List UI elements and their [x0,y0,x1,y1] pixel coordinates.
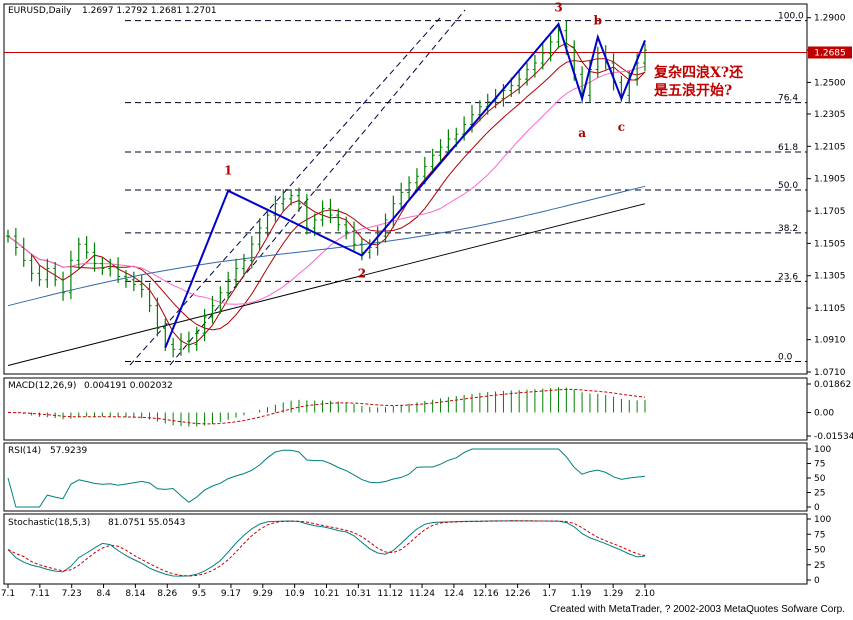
stoch-panel-frame [3,513,808,585]
price-tick-label: 1.1305 [814,272,846,282]
rsi-panel-frame [3,442,808,512]
date-tick-label: 9.5 [192,589,206,599]
stoch-label: Stochastic(18,5,3) [8,518,90,528]
macd-values: 0.004191 0.002032 [84,381,173,391]
metatrader-chart: 100.0 76.4 61.8 50.0 38.2 23.6 0.0 1 2 3 a b c 1.29… [1,1,853,599]
date-tick-label: 1.29 [603,589,623,599]
elliott-wave-layer: 1 2 3 a b c [164,1,646,349]
fib-level-label: 0.0 [778,352,793,362]
rsi-value: 57.9239 [50,446,87,456]
macd-layer: 0.01862 0.00 -0.01534 [7,380,853,442]
rsi-tick-label: 75 [814,460,825,470]
date-tick-label: 8.14 [125,589,145,599]
date-tick-label: 1.7 [542,589,556,599]
ma-fast-line [7,42,646,346]
wave-label-c: c [618,120,625,134]
moving-averages-layer [7,42,646,366]
current-price-value: 1.2685 [814,48,846,58]
price-axis: 1.29001.27001.25001.23051.21051.19051.17… [807,14,846,378]
date-axis: 7.1 7.11 7.23 8.4 8.14 8.26 9.5 9.17 9.29 10.9 10.… [1,584,655,599]
stoch-main-line [7,520,646,577]
price-tick-label: 1.1905 [814,175,846,185]
date-tick-label: 7.11 [30,589,50,599]
stochastic-layer: 100 75 50 25 0 [7,515,831,586]
wave-annotation-line2: 是五浪开始? [654,82,732,99]
wave-label-1: 1 [224,164,232,178]
date-tick-label: 10.21 [314,589,340,599]
price-tick-label: 1.2900 [814,14,846,24]
date-tick-label: 12.16 [473,589,499,599]
main-panel-frame [3,3,808,375]
current-price-badge [808,46,852,59]
date-tick-label: 1.19 [571,589,591,599]
channel-line-upper [129,17,441,366]
price-tick-label: 1.0910 [814,336,846,346]
date-tick-label: 7.1 [1,589,15,599]
date-tick-label: 12.4 [444,589,464,599]
wave-label-b: b [594,14,602,28]
macd-label: MACD(12,26,9) [8,381,76,391]
date-tick-label: 10.31 [345,589,371,599]
rsi-layer: 100 75 50 25 0 [7,445,831,513]
date-tick-label: 7.23 [62,589,82,599]
channel-line-lower [169,9,466,366]
date-tick-label: 2.10 [635,589,655,599]
rsi-label: RSI(14) [8,446,41,456]
price-tick-label: 1.0710 [814,368,846,378]
macd-tick-label: 0.00 [814,409,834,419]
price-tick-label: 1.1705 [814,207,846,217]
stoch-signal-line [7,520,646,577]
date-tick-label: 8.26 [157,589,177,599]
footer-credit: Created with MetaTrader, ? 2002-2003 Met… [549,604,845,615]
price-tick-label: 1.2305 [814,110,846,120]
elliott-wave-path [164,22,646,349]
macd-panel-frame [3,377,808,441]
stoch-values: 81.0751 55.0543 [108,518,185,528]
fib-level-label: 100.0 [778,12,804,22]
rsi-line [7,448,646,508]
wave-label-a: a [578,126,586,140]
stoch-tick-label: 50 [814,546,826,556]
price-tick-label: 1.2500 [814,78,846,88]
date-tick-label: 9.17 [221,589,241,599]
stoch-tick-label: 0 [814,576,820,586]
date-tick-label: 12.26 [505,589,531,599]
fib-level-label: 76.4 [778,94,798,104]
fib-level-label: 61.8 [778,143,798,153]
ma-black-line [7,203,646,366]
fib-level-label: 38.2 [778,224,798,234]
fib-level-label: 23.6 [778,272,798,282]
footer: Created with MetaTrader, ? 2002-2003 Met… [0,600,853,620]
date-tick-label: 9.29 [253,589,273,599]
macd-tick-label: 0.01862 [814,380,851,390]
wave-label-2: 2 [358,267,366,281]
ohlc-header: 1.2697 1.2792 1.2681 1.2701 [82,6,217,16]
price-tick-label: 1.1105 [814,304,846,314]
ma-blue-line [7,185,646,307]
price-tick-label: 1.1505 [814,239,846,249]
rsi-tick-label: 25 [814,489,825,499]
wave-label-3: 3 [554,1,562,15]
fibonacci-layer: 100.0 76.4 61.8 50.0 38.2 23.6 0.0 [4,9,807,366]
macd-tick-label: -0.01534 [814,432,853,442]
rsi-tick-label: 100 [814,445,831,455]
date-tick-label: 11.12 [377,589,403,599]
stoch-tick-label: 75 [814,530,825,540]
date-tick-label: 10.9 [285,589,305,599]
date-tick-label: 8.4 [96,589,111,599]
wave-annotation-line1: 复杂四浪X?还 [653,64,744,81]
price-tick-label: 1.2105 [814,142,846,152]
macd-signal-line [7,388,646,425]
symbol-header: EURUSD,Daily [8,6,72,16]
stoch-tick-label: 25 [814,561,825,571]
fib-level-label: 50.0 [778,181,798,191]
date-tick-label: 11.24 [409,589,435,599]
stoch-tick-label: 100 [814,515,831,525]
ma-medium-line [7,58,646,331]
rsi-tick-label: 50 [814,474,826,484]
rsi-tick-label: 0 [814,503,820,513]
